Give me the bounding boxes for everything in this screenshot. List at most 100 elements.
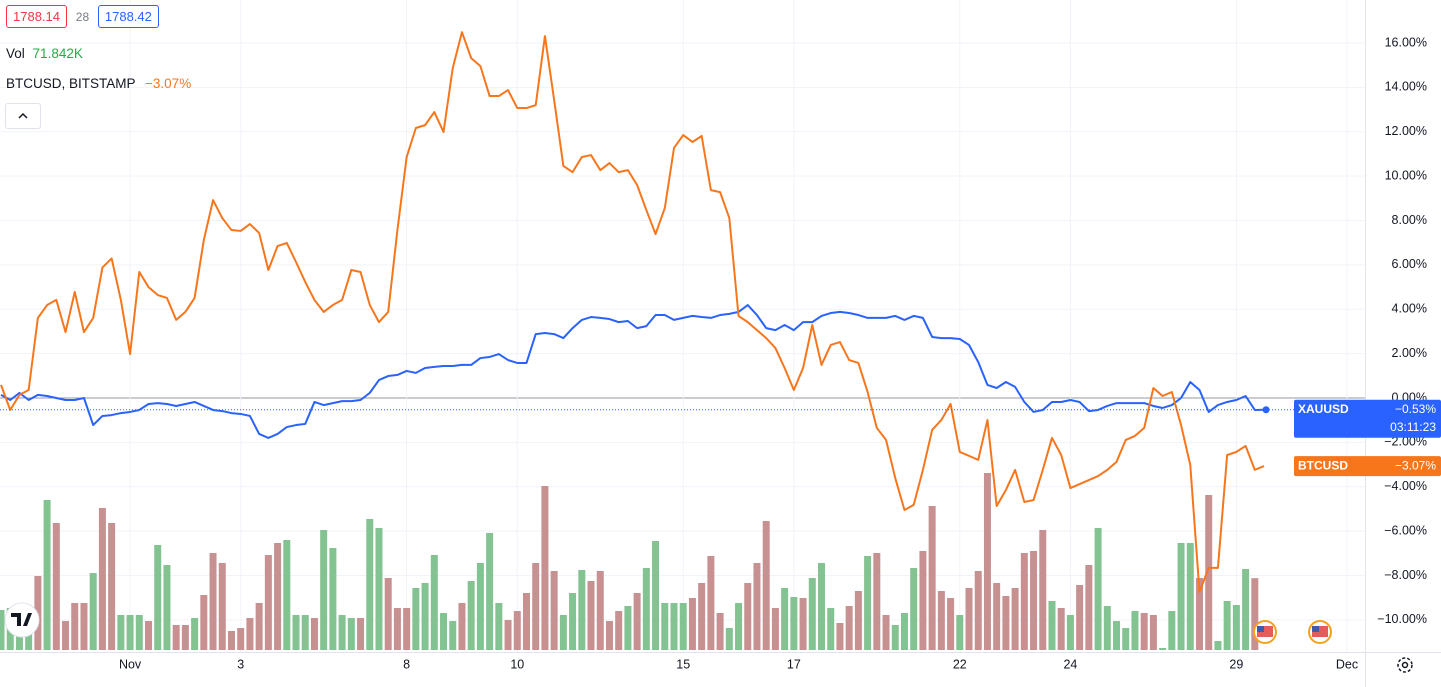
volume-bar [919,551,927,650]
x-tick-label: Nov [119,657,142,671]
collapse-button[interactable] [5,103,41,129]
volume-bar [486,533,494,650]
volume-bar [163,565,171,650]
volume-bar [670,603,678,650]
volume-bar [504,620,512,650]
volume-bar [357,618,365,650]
volume-bar [1002,596,1010,650]
volume-bar [476,563,484,650]
volume-bar [264,555,272,650]
volume-bar [43,500,51,650]
volume-bar [615,611,623,650]
volume-bar [1177,543,1185,650]
buy-price[interactable]: 1788.42 [97,5,159,28]
volume-bar [679,603,687,650]
volume-bar [218,563,226,650]
volume-bar [688,598,696,650]
volume-bar [1085,565,1093,650]
volume-bar [108,523,116,650]
y-tick-label: −6.00% [1384,523,1427,537]
volume-bar [1057,608,1065,650]
volume-bar [605,621,613,650]
price-buttons: 1788.14 28 1788.42 [6,5,159,28]
volume-bar [1122,628,1130,650]
spread: 28 [75,10,90,24]
volume-bar [624,606,632,650]
volume-bar [771,608,779,650]
volume-bar [1131,611,1139,650]
volume-bar [467,581,475,650]
x-tick-label: 8 [403,657,410,671]
badge-countdown: 03:11:23 [1390,420,1436,434]
x-tick-label: 24 [1063,657,1077,671]
logo [4,602,40,638]
volume-bar [320,530,328,650]
y-tick-label: 12.00% [1385,124,1427,138]
sell-price[interactable]: 1788.14 [6,5,67,28]
y-tick-label: 8.00% [1392,213,1427,227]
volume-bar [329,548,337,650]
volume-bar [495,603,503,650]
x-tick-label: 29 [1229,657,1243,671]
volume-bar [864,556,872,650]
volume-label: Vol [6,46,25,61]
volume-bar [974,571,982,650]
volume-bar [338,615,346,650]
volume-bar [781,588,789,650]
badge-value: −0.53% [1395,402,1436,416]
volume-bar [1223,601,1231,650]
badge-symbol: XAUUSD [1298,402,1349,416]
volume-bar [661,603,669,650]
volume-bar [375,528,383,650]
volume-bar [412,588,420,650]
volume-bar [1232,605,1240,650]
y-tick-label: −8.00% [1384,568,1427,582]
gear-outer [1397,657,1413,673]
volume-bar [983,473,991,650]
volume-bar [633,593,641,650]
x-tick-label: 22 [953,657,967,671]
volume-bar [191,618,199,650]
compare-symbol: BTCUSD, BITSTAMP [6,76,136,91]
volume-bar [1214,641,1222,650]
volume-bar [532,563,540,650]
badge-symbol: BTCUSD [1298,458,1348,472]
volume-bar [209,553,217,650]
volume-bar [393,608,401,650]
y-tick-label: 14.00% [1385,80,1427,94]
volume-bar [790,597,798,650]
volume-bar [1186,543,1194,650]
flag-stripes [1312,626,1328,637]
volume-bar [559,615,567,650]
x-tick-label: 15 [676,657,690,671]
chevron-icon [18,112,28,119]
volume-bar [513,611,521,650]
volume-bar [1066,615,1074,650]
volume-bar [928,506,936,650]
volume-bar [126,615,134,650]
last-value-badge [1294,399,1441,438]
y-tick-label: 2.00% [1392,346,1427,360]
volume-bar [882,615,890,650]
volume-bar [384,578,392,650]
event-flag [1308,620,1332,644]
volume-bar [762,521,770,650]
compare-legend: BTCUSD, BITSTAMP −3.07% [6,76,191,91]
volume-bar [1020,553,1028,650]
y-tick-label: 16.00% [1385,35,1427,49]
volume-bar [642,568,650,650]
settings-gear[interactable] [1397,657,1413,673]
volume-bar [753,563,761,650]
volume-bar [172,625,180,650]
volume-bar [1242,569,1250,650]
last-point [1262,406,1270,414]
volume-bar [237,628,245,650]
volume-bar [1195,578,1203,650]
logo-bg [4,602,40,638]
last-value-badge [1294,456,1441,477]
y-tick-label: 6.00% [1392,257,1427,271]
volume-bar [135,615,143,650]
flag-canton [1312,626,1319,632]
volume-bar [836,623,844,650]
volume-bar [910,568,918,650]
